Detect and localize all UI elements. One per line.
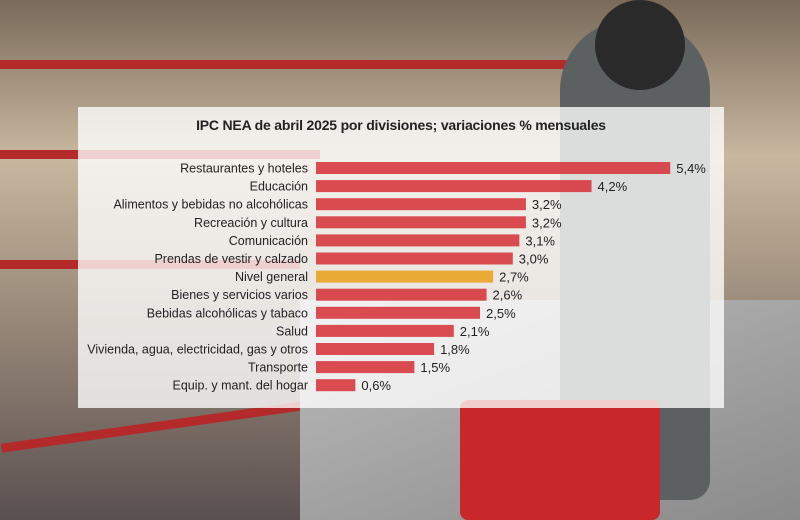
- bar: [316, 324, 454, 337]
- chart-title: IPC NEA de abril 2025 por divisiones; va…: [196, 117, 606, 133]
- value-label: 2,6%: [493, 288, 523, 303]
- bar: [316, 180, 592, 193]
- category-label: Transporte: [248, 361, 308, 375]
- category-label: Alimentos y bebidas no alcohólicas: [113, 198, 308, 212]
- chart-panel: IPC NEA de abril 2025 por divisiones; va…: [78, 107, 724, 408]
- category-label: Bienes y servicios varios: [171, 288, 308, 302]
- category-label: Prendas de vestir y calzado: [154, 252, 308, 266]
- shopping-basket: [460, 400, 660, 520]
- value-label: 0,6%: [361, 378, 391, 393]
- category-label: Bebidas alcohólicas y tabaco: [147, 306, 308, 320]
- value-label: 4,2%: [598, 179, 628, 194]
- bar: [316, 216, 526, 229]
- bar-chart: Restaurantes y hoteles 5,4% Educación 4,2% A…: [87, 161, 706, 393]
- category-label: Comunicación: [229, 234, 308, 248]
- value-label: 5,4%: [676, 161, 706, 176]
- value-label: 3,0%: [519, 252, 549, 267]
- bar: [316, 361, 415, 374]
- bar: [316, 198, 526, 211]
- bar: [316, 252, 513, 265]
- category-label: Equip. y mant. del hogar: [173, 379, 309, 393]
- value-label: 1,5%: [420, 360, 450, 375]
- shelf: [0, 60, 600, 69]
- value-label: 2,7%: [499, 270, 529, 285]
- shopper-head: [595, 0, 685, 90]
- bar: [316, 343, 435, 355]
- bar: [316, 379, 356, 392]
- value-label: 2,5%: [486, 306, 516, 321]
- category-label: Nivel general: [235, 270, 308, 284]
- value-label: 1,8%: [440, 342, 470, 357]
- bar: [316, 162, 671, 174]
- value-label: 3,2%: [532, 215, 562, 230]
- category-label: Vivienda, agua, electricidad, gas y otro…: [87, 343, 308, 357]
- category-label: Salud: [276, 324, 308, 338]
- bar: [316, 234, 520, 247]
- bar: [316, 288, 487, 301]
- bar: [316, 306, 480, 319]
- category-label: Educación: [250, 180, 308, 194]
- category-label: Recreación y cultura: [194, 216, 308, 230]
- value-label: 2,1%: [460, 324, 490, 339]
- bar-highlight: [316, 270, 494, 283]
- category-label: Restaurantes y hoteles: [180, 162, 308, 176]
- value-label: 3,1%: [525, 233, 555, 248]
- value-label: 3,2%: [532, 197, 562, 212]
